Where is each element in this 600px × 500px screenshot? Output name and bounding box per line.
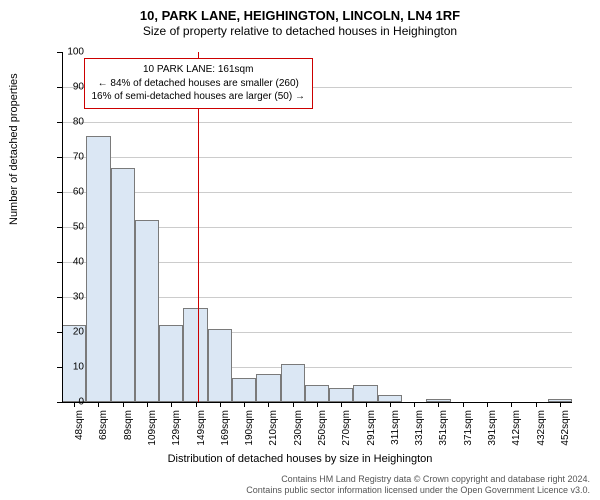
x-tick-mark [463,402,464,407]
y-tick-label: 100 [54,47,84,58]
x-tick-label: 270sqm [341,410,352,450]
histogram-bar [183,308,207,403]
x-tick-label: 190sqm [244,410,255,450]
x-tick-mark [317,402,318,407]
annotation-box: 10 PARK LANE: 161sqm← 84% of detached ho… [84,58,313,109]
histogram-bar [353,385,377,403]
histogram-bar [329,388,353,402]
histogram-bar [281,364,305,403]
histogram-bar [135,220,159,402]
x-tick-label: 210sqm [268,410,279,450]
gridline [62,157,572,158]
histogram-bar [159,325,183,402]
y-tick-label: 10 [54,362,84,373]
y-tick-label: 70 [54,152,84,163]
x-tick-label: 432sqm [536,410,547,450]
x-tick-mark [268,402,269,407]
histogram-bar [256,374,280,402]
footer-attribution: Contains HM Land Registry data © Crown c… [246,474,590,497]
footer-line-2: Contains public sector information licen… [246,485,590,496]
x-tick-label: 169sqm [220,410,231,450]
y-tick-label: 80 [54,117,84,128]
footer-line-1: Contains HM Land Registry data © Crown c… [246,474,590,485]
x-tick-mark [244,402,245,407]
x-tick-mark [196,402,197,407]
annotation-line: 10 PARK LANE: 161sqm [92,63,305,77]
x-axis-label: Distribution of detached houses by size … [0,453,600,465]
y-tick-label: 0 [54,397,84,408]
x-tick-mark [390,402,391,407]
chart-subtitle: Size of property relative to detached ho… [0,24,600,38]
x-tick-label: 89sqm [123,410,134,450]
x-tick-mark [293,402,294,407]
x-tick-label: 311sqm [390,410,401,450]
gridline [62,192,572,193]
x-tick-label: 391sqm [487,410,498,450]
x-tick-mark [341,402,342,407]
y-tick-label: 60 [54,187,84,198]
x-tick-mark [414,402,415,407]
x-tick-mark [511,402,512,407]
x-tick-label: 291sqm [366,410,377,450]
x-tick-label: 129sqm [171,410,182,450]
y-tick-label: 40 [54,257,84,268]
x-tick-mark [220,402,221,407]
x-tick-mark [147,402,148,407]
plot-area: 10 PARK LANE: 161sqm← 84% of detached ho… [62,52,572,402]
x-tick-mark [123,402,124,407]
chart-title: 10, PARK LANE, HEIGHINGTON, LINCOLN, LN4… [0,0,600,23]
x-tick-label: 149sqm [196,410,207,450]
x-tick-label: 371sqm [463,410,474,450]
annotation-line: ← 84% of detached houses are smaller (26… [92,77,305,91]
x-tick-label: 452sqm [560,410,571,450]
histogram-bar [111,168,135,403]
histogram-bar [232,378,256,403]
x-tick-mark [487,402,488,407]
x-tick-label: 250sqm [317,410,328,450]
y-tick-label: 30 [54,292,84,303]
x-tick-label: 412sqm [511,410,522,450]
histogram-bar [378,395,402,402]
x-tick-label: 48sqm [74,410,85,450]
y-tick-label: 50 [54,222,84,233]
annotation-line: 16% of semi-detached houses are larger (… [92,90,305,104]
x-tick-mark [560,402,561,407]
x-tick-label: 109sqm [147,410,158,450]
y-tick-label: 90 [54,82,84,93]
x-tick-label: 230sqm [293,410,304,450]
x-tick-mark [98,402,99,407]
histogram-bar [86,136,110,402]
histogram-bar [305,385,329,403]
histogram-bar [208,329,232,403]
chart-container: 10, PARK LANE, HEIGHINGTON, LINCOLN, LN4… [0,0,600,500]
x-tick-label: 351sqm [438,410,449,450]
x-tick-mark [536,402,537,407]
x-tick-label: 331sqm [414,410,425,450]
gridline [62,122,572,123]
x-tick-mark [171,402,172,407]
y-tick-label: 20 [54,327,84,338]
x-tick-mark [438,402,439,407]
x-tick-mark [366,402,367,407]
x-tick-label: 68sqm [98,410,109,450]
y-axis-label: Number of detached properties [8,73,20,225]
